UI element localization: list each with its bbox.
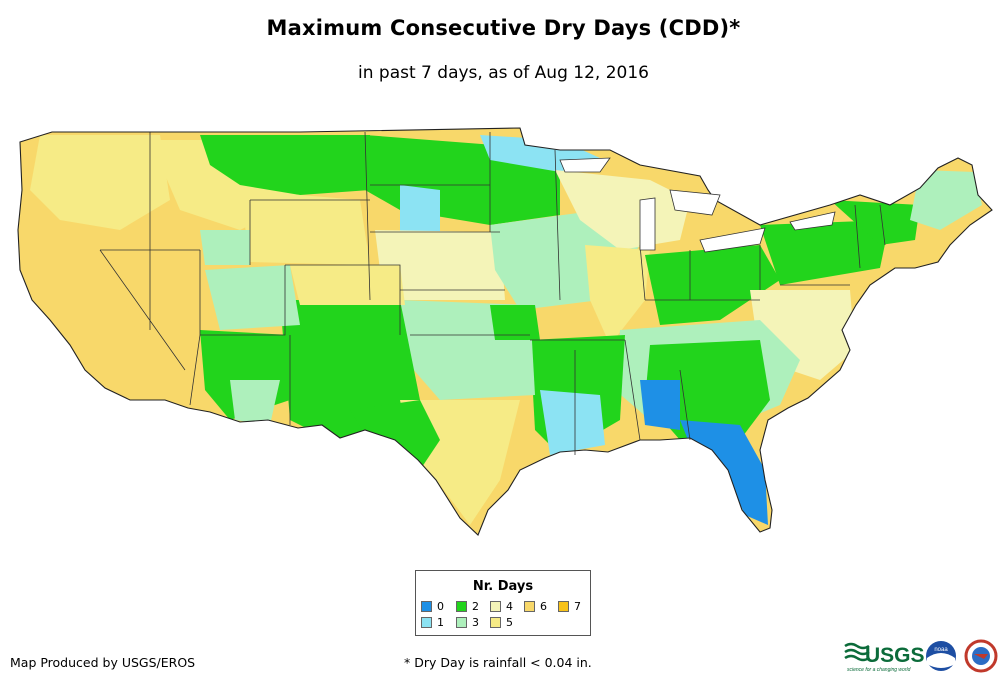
legend-swatch	[490, 617, 501, 628]
legend-item-6: 6	[524, 601, 547, 613]
legend-label: 6	[540, 600, 547, 613]
legend-swatch	[490, 601, 501, 612]
legend-item-5: 5	[490, 617, 513, 629]
noaa-logo-text: noaa	[934, 647, 948, 653]
usgs-tagline: science for a changing world	[847, 667, 911, 673]
us-outline	[17, 127, 993, 536]
legend-label: 1	[437, 616, 444, 629]
nws-logo	[964, 639, 998, 673]
usgs-logo-text: USGS	[865, 644, 925, 667]
great-lakes	[559, 157, 836, 253]
legend-label: 4	[506, 600, 513, 613]
legend-swatch	[421, 617, 432, 628]
map-subtitle: in past 7 days, as of Aug 12, 2016	[358, 63, 649, 83]
legend-swatch	[558, 601, 569, 612]
usgs-logo: USGS science for a changing world	[844, 642, 925, 673]
legend-swatch	[421, 601, 432, 612]
legend-item-4: 4	[490, 601, 513, 613]
legend-item-7: 7	[558, 601, 581, 613]
legend-swatch	[456, 617, 467, 628]
legend-item-0: 0	[421, 601, 444, 613]
legend-item-3: 3	[456, 617, 479, 629]
legend-title: Nr. Days	[472, 579, 534, 594]
legend-item-2: 2	[456, 601, 479, 613]
legend-label: 5	[506, 616, 513, 629]
legend: Nr. Days 0 1 2 3 4 5 6 7	[415, 570, 591, 636]
legend-label: 3	[472, 616, 479, 629]
legend-label: 2	[472, 600, 479, 613]
agency-logos: USGS science for a changing world noaa	[844, 639, 998, 673]
map-credit: Map Produced by USGS/EROS	[10, 655, 196, 670]
legend-item-1: 1	[421, 617, 444, 629]
dry-day-footnote: * Dry Day is rainfall < 0.04 in.	[404, 655, 592, 670]
legend-label: 7	[574, 600, 581, 613]
map-title: Maximum Consecutive Dry Days (CDD)*	[266, 16, 741, 40]
noaa-logo: noaa	[926, 641, 956, 671]
state-boundaries	[99, 131, 886, 455]
legend-swatch	[456, 601, 467, 612]
legend-swatch	[524, 601, 535, 612]
us-map	[17, 127, 993, 536]
cdd-color-fill	[18, 128, 992, 535]
legend-label: 0	[437, 600, 444, 613]
